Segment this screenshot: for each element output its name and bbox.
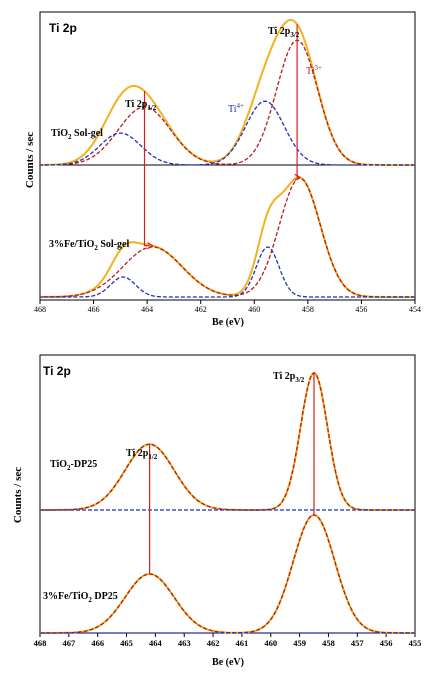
- spectrum-tio2-dp25: [40, 371, 415, 511]
- x-tick-label: 458: [322, 638, 335, 648]
- ti3-component-curve: [40, 372, 415, 511]
- envelope-curve: [40, 176, 415, 298]
- label-ti-2p32: Ti 2p3/2: [273, 371, 305, 384]
- x-tick-label: 466: [88, 305, 100, 314]
- label-series-tio2-dp25: TiO2-DP25: [50, 459, 97, 472]
- x-tick-label: 454: [409, 305, 421, 314]
- label-series-tio2-sol-gel: TiO2 Sol-gel: [51, 128, 103, 141]
- x-tick-label: 460: [248, 305, 260, 314]
- panel-title: Ti 2p: [43, 364, 71, 378]
- envelope-curve: [40, 19, 415, 166]
- ti3-component-curve: [40, 177, 415, 298]
- x-tick-label: 457: [351, 638, 365, 648]
- x-tick-label: 468: [34, 638, 47, 648]
- x-ticks: 468 466 464 462 460 458 456 454: [34, 300, 421, 314]
- envelope-curve: [40, 371, 415, 511]
- x-tick-label: 460: [264, 638, 277, 648]
- shift-arrows: [143, 24, 301, 250]
- panel-sol-gel: Ti 2p Counts / sec Be (eV) 468 466 464 462 4…: [24, 11, 421, 328]
- ti4-component-curve: [40, 100, 415, 166]
- x-tick-label: 467: [62, 638, 76, 648]
- spectrum-fe-tio2-dp25: [40, 513, 415, 634]
- panel-title: Ti 2p: [49, 21, 77, 35]
- x-axis-label: Be (eV): [212, 657, 244, 668]
- spectrum-fe-tio2-sol-gel: [40, 176, 415, 298]
- y-axis-label: Counts / sec: [12, 467, 24, 523]
- shift-arrow: [143, 91, 150, 247]
- x-tick-label: 465: [120, 638, 133, 648]
- label-series-fe-tio2-sol-gel: 3%Fe/TiO2 Sol-gel: [49, 239, 129, 252]
- ti3-component-curve: [40, 39, 415, 166]
- panel-dp25: Ti 2p Counts / sec Be (eV) 468 467 466 465 4…: [12, 354, 422, 668]
- x-tick-label: 456: [355, 305, 367, 314]
- plot-frame: [39, 11, 416, 301]
- x-tick-label: 464: [149, 638, 163, 648]
- spectrum-tio2-sol-gel: [40, 19, 415, 166]
- label-ti4: Ti4+: [228, 102, 244, 115]
- x-tick-label: 462: [207, 638, 220, 648]
- label-ti3: Ti3+: [306, 64, 322, 77]
- x-tick-label: 459: [293, 638, 306, 648]
- x-tick-label: 462: [195, 305, 207, 314]
- arrow-head: [147, 242, 154, 250]
- x-tick-label: 464: [141, 305, 153, 314]
- label-series-fe-tio2-dp25: 3%Fe/TiO2 DP25: [43, 591, 118, 604]
- ti3-component-curve: [40, 514, 415, 634]
- x-tick-label: 456: [380, 638, 393, 648]
- x-tick-label: 466: [91, 638, 104, 648]
- x-tick-label: 468: [34, 305, 46, 314]
- ti4-component-curve: [40, 246, 415, 298]
- x-tick-label: 455: [409, 638, 422, 648]
- reference-lines: [149, 373, 315, 574]
- label-ti-2p32: Ti 2p3/2: [268, 26, 300, 39]
- envelope-curve: [40, 513, 415, 634]
- x-axis-label: Be (eV): [212, 317, 244, 328]
- label-ti-2p12: Ti 2p1/2: [125, 99, 157, 112]
- x-tick-label: 461: [236, 638, 249, 648]
- y-axis-label: Counts / sec: [24, 132, 36, 188]
- x-tick-label: 458: [302, 305, 314, 314]
- x-ticks: 468 467 466 465 464 463 462 461 460 459 458 457 456 4…: [34, 633, 422, 648]
- label-ti-2p12: Ti 2p1/2: [126, 448, 158, 461]
- arrow-head: [294, 173, 301, 181]
- x-tick-label: 463: [178, 638, 191, 648]
